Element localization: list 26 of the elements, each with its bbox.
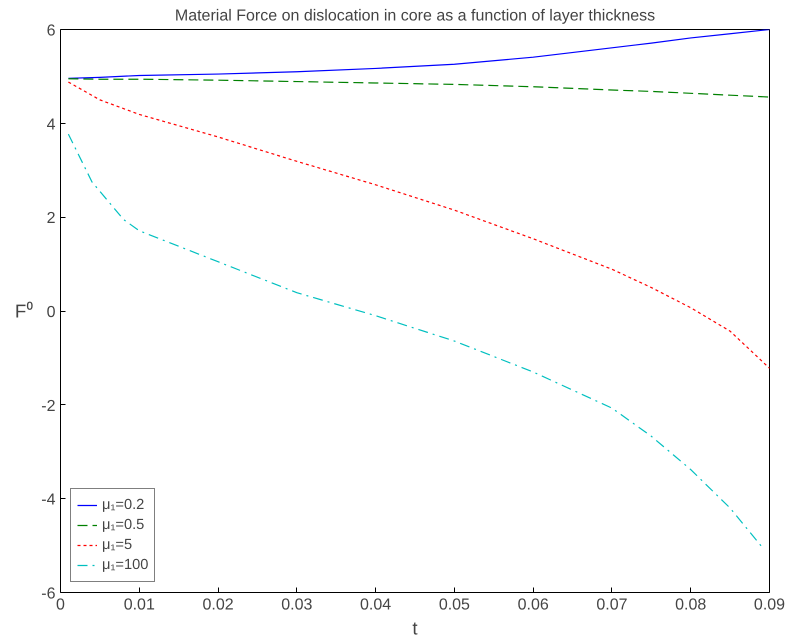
x-tick-label: 0.07 xyxy=(596,596,628,614)
x-tick-label: 0.04 xyxy=(360,596,392,614)
x-tick-label: 0.09 xyxy=(754,596,786,614)
y-axis-title: F⁰ xyxy=(14,300,34,322)
line-series xyxy=(68,78,770,98)
y-tick-label: -2 xyxy=(41,398,56,415)
y-tick-label: 6 xyxy=(46,22,56,40)
y-tick-label: 0 xyxy=(46,304,56,321)
chart-title: Material Force on dislocation in core as a function of layer thickness xyxy=(174,8,656,24)
x-tick-label: 0.02 xyxy=(202,596,234,614)
legend-label: μ₁=0.5 xyxy=(102,517,144,533)
legend-label: μ₁=5 xyxy=(102,537,132,553)
x-tick-label: 0.05 xyxy=(438,596,470,614)
x-tick-label: 0.03 xyxy=(281,596,313,614)
y-tick-label: -6 xyxy=(41,586,56,602)
legend-label: μ₁=100 xyxy=(102,557,148,573)
line-series xyxy=(68,81,770,369)
x-axis-title: t xyxy=(412,618,418,638)
y-tick-label: -4 xyxy=(41,492,56,509)
y-tick-label: 4 xyxy=(46,116,56,134)
line-series xyxy=(68,30,770,79)
x-tick-label: 0.01 xyxy=(124,596,155,614)
x-tick-label: 0.06 xyxy=(518,596,549,614)
legend-label: μ₁=0.2 xyxy=(102,497,144,513)
y-tick-label: 2 xyxy=(46,210,56,228)
x-tick-label: 0.08 xyxy=(675,596,706,614)
